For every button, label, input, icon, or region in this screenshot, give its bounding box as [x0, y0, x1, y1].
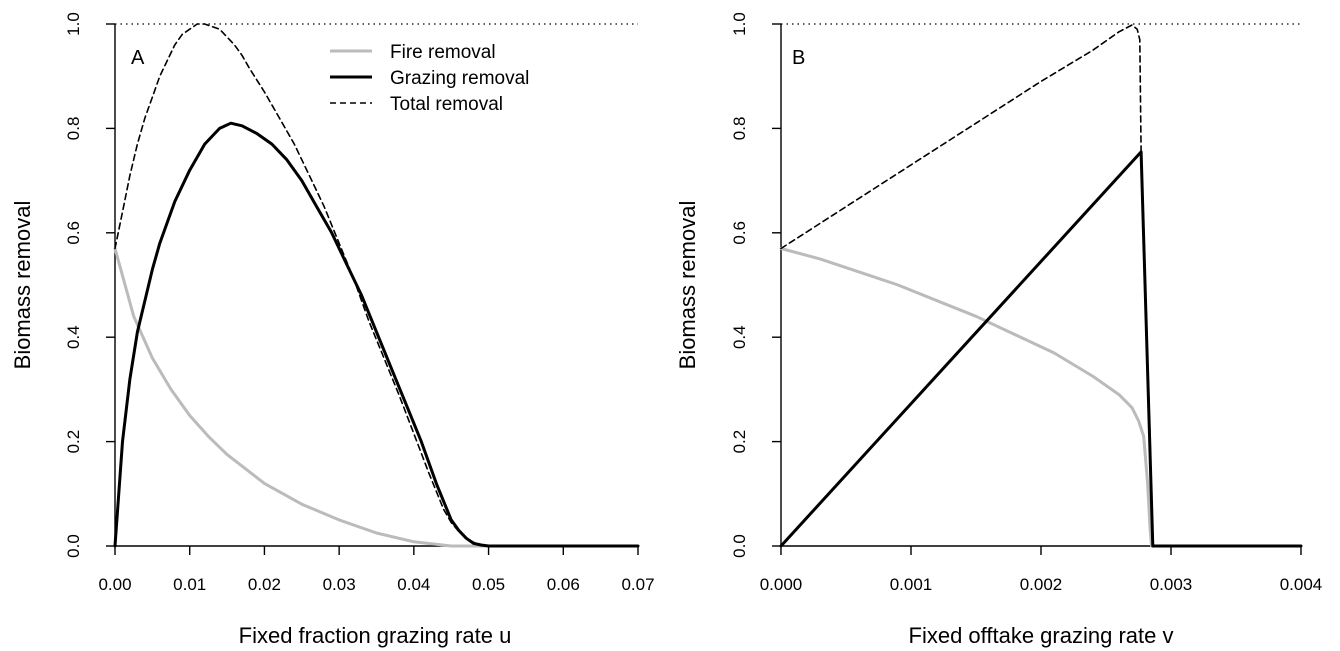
panel-a-y-tick-label: 1.0	[64, 12, 83, 36]
panel-b-x-tick-label: 0.000	[760, 575, 803, 594]
panel-a-x-tick-label: 0.04	[397, 575, 430, 594]
panel-a-label: A	[131, 47, 145, 69]
panel-a-fire-removal-line	[113, 247, 491, 548]
panel-b-y-tick-label: 0.8	[730, 117, 749, 141]
panel-a-x-tick-label: 0.02	[248, 575, 281, 594]
panel-a-grazing-removal-line	[113, 121, 640, 548]
panel-b-grazing-removal-line	[779, 150, 1303, 548]
panel-b-x-tick-label: 0.001	[890, 575, 933, 594]
panel-a-x-tick-label: 0.07	[621, 575, 654, 594]
legend-fire-label: Fire removal	[390, 42, 496, 63]
panel-a-x-axis-title: Fixed fraction grazing rate u	[239, 623, 512, 648]
panel-a-x-tick-label: 0.03	[323, 575, 356, 594]
panel-b-x-tick-label: 0.003	[1150, 575, 1193, 594]
panel-b-fire-removal-line	[779, 247, 1153, 548]
panel-a-y-tick-label: 0.8	[64, 117, 83, 141]
panel-a-plot: A Fixed fraction grazing rate u Biomass …	[10, 12, 655, 648]
panel-b-y-axis-title: Biomass removal	[675, 201, 700, 370]
legend: Fire removal Grazing removal Total remov…	[330, 42, 529, 115]
panel-b-y-tick-label: 1.0	[730, 12, 749, 36]
panel-b-label: B	[792, 47, 805, 69]
panel-b-x-axis-title: Fixed offtake grazing rate v	[909, 623, 1174, 648]
panel-b-plot: B Fixed offtake grazing rate v Biomass r…	[675, 12, 1322, 648]
panel-a-y-tick-label: 0.0	[64, 534, 83, 558]
panel-b-y-tick-label: 0.2	[730, 430, 749, 454]
panel-a-y-tick-label: 0.2	[64, 430, 83, 454]
panel-b-x-tick-label: 0.002	[1020, 575, 1063, 594]
panel-a-x-tick-label: 0.05	[472, 575, 505, 594]
panel-b-y-tick-label: 0.4	[730, 325, 749, 349]
legend-grazing-label: Grazing removal	[390, 68, 529, 89]
panel-b-y-tick-label: 0.6	[730, 221, 749, 245]
panel-b-total-removal-line	[780, 24, 1154, 547]
legend-total-label: Total removal	[390, 94, 503, 115]
panel-a-y-tick-label: 0.6	[64, 221, 83, 245]
panel-a-y-axis-title: Biomass removal	[10, 201, 35, 370]
panel-b-y-tick-label: 0.0	[730, 534, 749, 558]
panel-a-total-removal-line	[114, 23, 490, 547]
panel-a-x-tick-label: 0.01	[173, 575, 206, 594]
panel-a-y-tick-label: 0.4	[64, 325, 83, 349]
panel-a-x-tick-label: 0.06	[547, 575, 580, 594]
panel-a-x-tick-label: 0.00	[98, 575, 131, 594]
panel-b-x-tick-label: 0.004	[1280, 575, 1323, 594]
